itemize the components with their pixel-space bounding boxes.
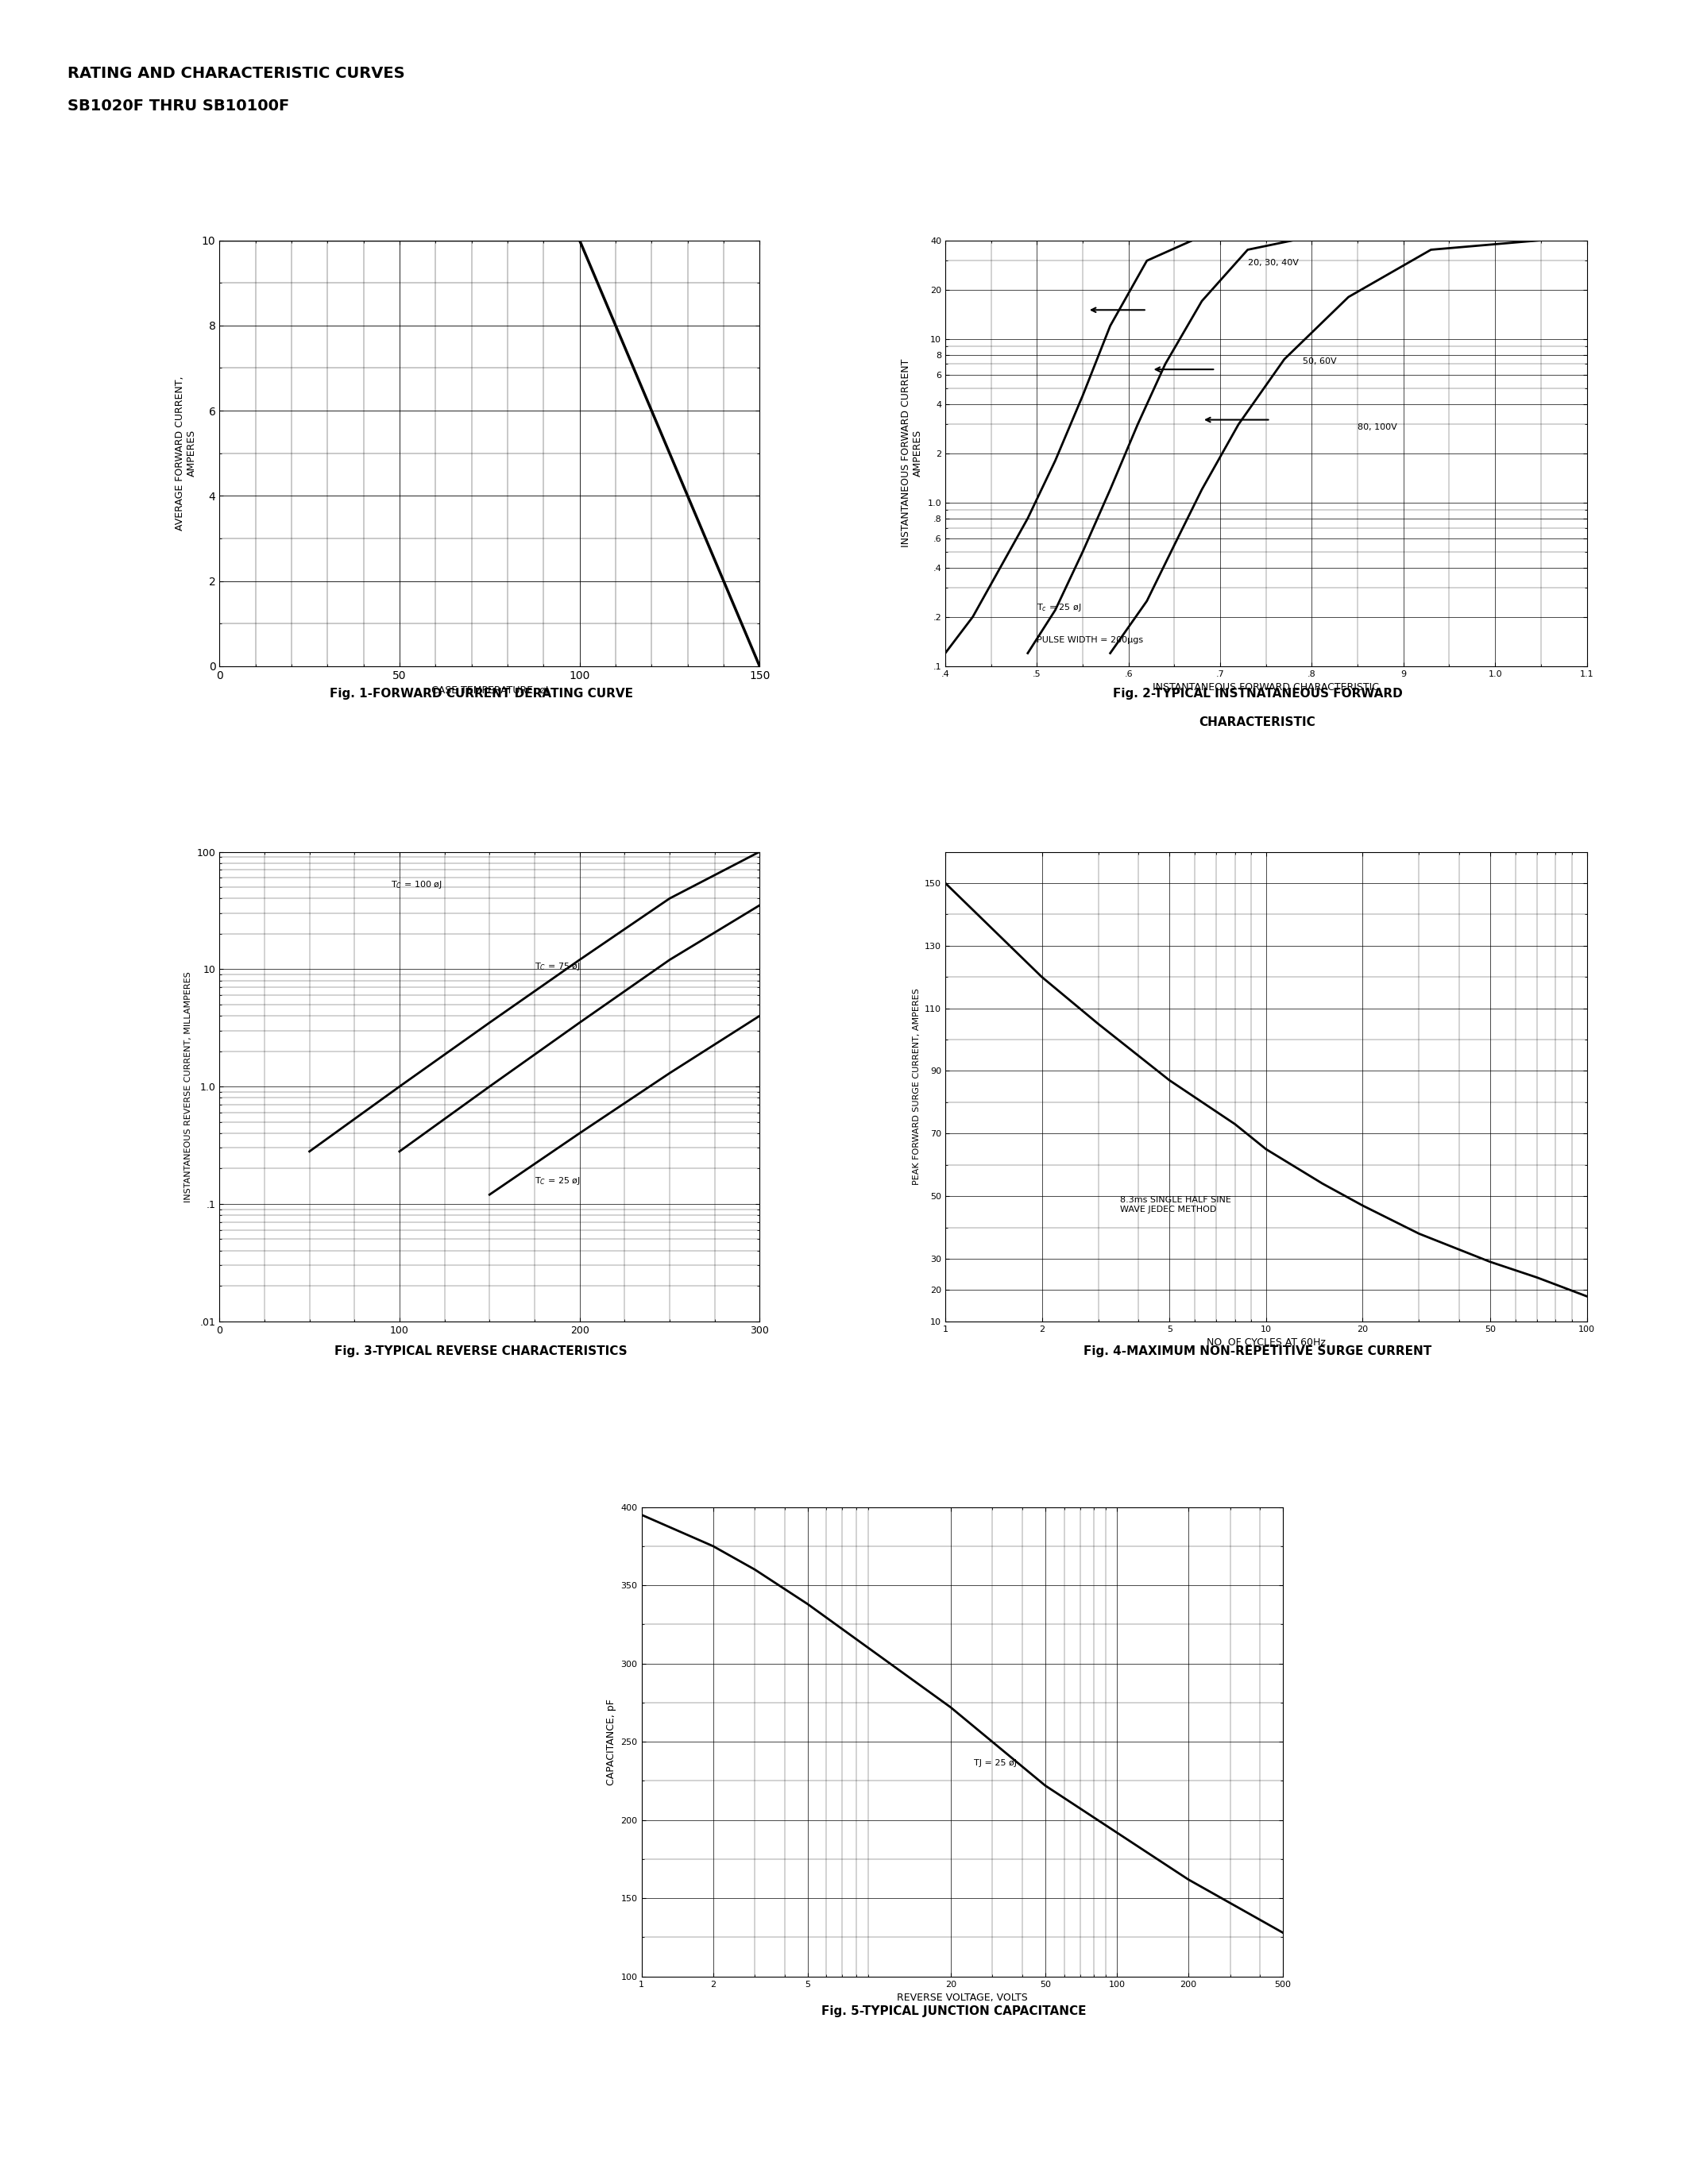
- Text: Fig. 2-TYPICAL INSTNATANEOUS FORWARD: Fig. 2-TYPICAL INSTNATANEOUS FORWARD: [1112, 688, 1403, 699]
- Text: Fig. 5-TYPICAL JUNCTION CAPACITANCE: Fig. 5-TYPICAL JUNCTION CAPACITANCE: [822, 2005, 1085, 2016]
- Text: Fig. 4-MAXIMUM NON-REPETITIVE SURGE CURRENT: Fig. 4-MAXIMUM NON-REPETITIVE SURGE CURR…: [1084, 1345, 1431, 1356]
- Text: 50, 60V: 50, 60V: [1303, 358, 1337, 365]
- Text: T$_C$ = 100 øJ: T$_C$ = 100 øJ: [390, 880, 442, 891]
- Text: TJ = 25 øJ: TJ = 25 øJ: [974, 1758, 1016, 1767]
- Text: T$_C$ = 25 øJ: T$_C$ = 25 øJ: [535, 1175, 581, 1186]
- Text: CHARACTERISTIC: CHARACTERISTIC: [1198, 716, 1317, 727]
- X-axis label: NO. OF CYCLES AT 60Hz: NO. OF CYCLES AT 60Hz: [1207, 1337, 1325, 1348]
- X-axis label: REVERSE VOLTAGE, VOLTS: REVERSE VOLTAGE, VOLTS: [896, 1992, 1028, 2003]
- Text: T$_C$ = 75 øJ: T$_C$ = 75 øJ: [535, 961, 581, 972]
- Y-axis label: INSTANTANEOUS REVERSE CURRENT, MILLAMPERES: INSTANTANEOUS REVERSE CURRENT, MILLAMPER…: [184, 972, 192, 1201]
- Text: RATING AND CHARACTERISTIC CURVES: RATING AND CHARACTERISTIC CURVES: [68, 66, 405, 81]
- Text: 80, 100V: 80, 100V: [1357, 424, 1398, 430]
- Y-axis label: PEAK FORWARD SURGE CURRENT, AMPERES: PEAK FORWARD SURGE CURRENT, AMPERES: [913, 987, 920, 1186]
- Y-axis label: INSTANTANEOUS FORWARD CURRENT
AMPERES: INSTANTANEOUS FORWARD CURRENT AMPERES: [901, 358, 923, 548]
- Text: Fig. 3-TYPICAL REVERSE CHARACTERISTICS: Fig. 3-TYPICAL REVERSE CHARACTERISTICS: [334, 1345, 628, 1356]
- Text: PULSE WIDTH = 200µgs: PULSE WIDTH = 200µgs: [1036, 636, 1143, 644]
- Text: 20, 30, 40V: 20, 30, 40V: [1247, 260, 1298, 266]
- Text: 8.3ms SINGLE HALF SINE
WAVE JEDEC METHOD: 8.3ms SINGLE HALF SINE WAVE JEDEC METHOD: [1119, 1197, 1231, 1214]
- Text: T$_c$ = 25 øJ: T$_c$ = 25 øJ: [1036, 603, 1082, 614]
- X-axis label: INSTANTANEOUS FORWARD CHARACTERISTIC: INSTANTANEOUS FORWARD CHARACTERISTIC: [1153, 681, 1379, 692]
- Y-axis label: CAPACITANCE, pF: CAPACITANCE, pF: [606, 1699, 616, 1784]
- Text: SB1020F THRU SB10100F: SB1020F THRU SB10100F: [68, 98, 289, 114]
- Text: Fig. 1-FORWARD CURRENT DERATING CURVE: Fig. 1-FORWARD CURRENT DERATING CURVE: [329, 688, 633, 699]
- X-axis label: CASE TEMPERATURE, øJ: CASE TEMPERATURE, øJ: [430, 686, 549, 697]
- Y-axis label: AVERAGE FORWARD CURRENT,
AMPERES: AVERAGE FORWARD CURRENT, AMPERES: [176, 376, 197, 531]
